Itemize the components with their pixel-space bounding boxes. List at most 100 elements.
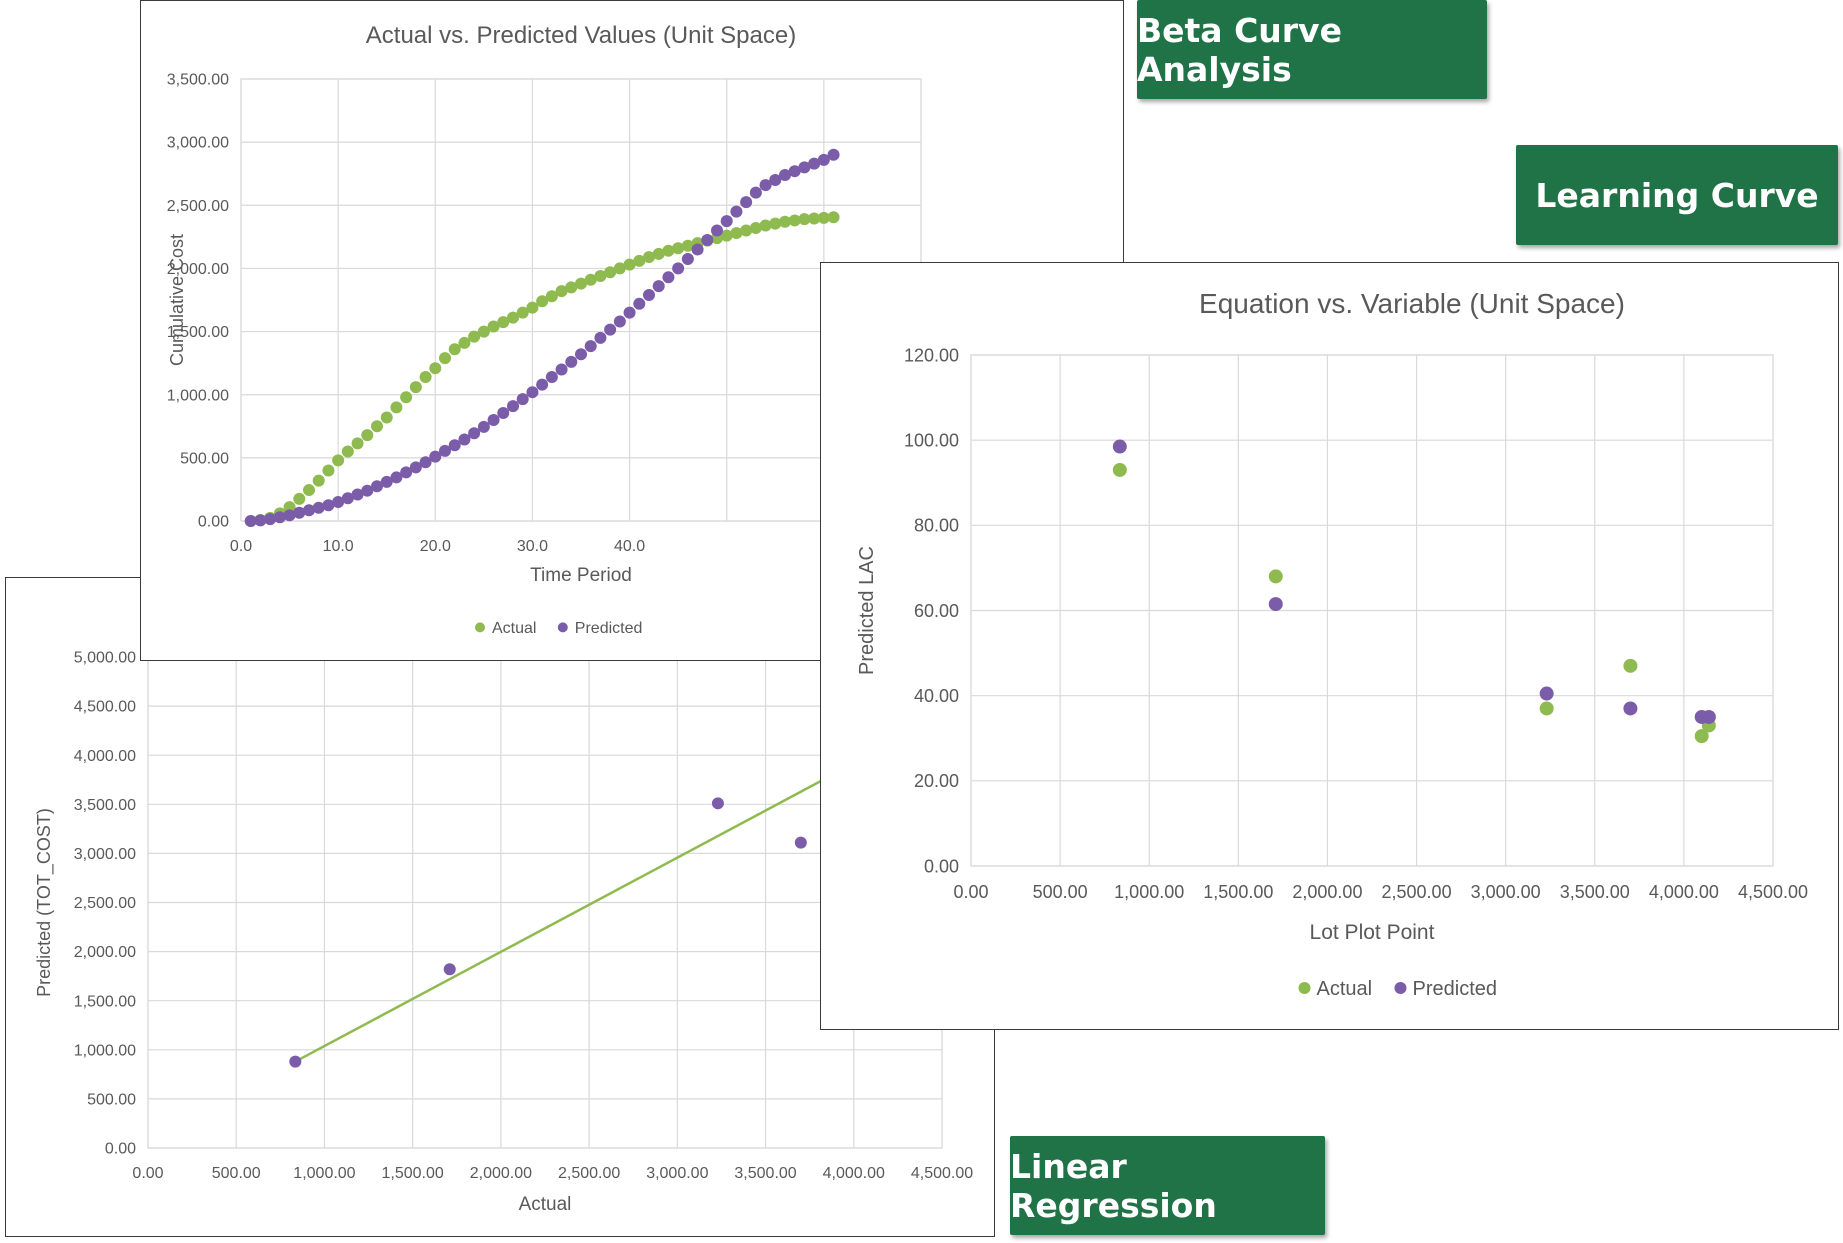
actual-point — [516, 306, 529, 319]
chart-title: Equation vs. Variable (Unit Space) — [1199, 288, 1625, 319]
x-tick-label: 2,000.00 — [470, 1165, 532, 1182]
actual-point — [332, 454, 345, 467]
predicted-point — [332, 496, 345, 509]
predicted-point — [341, 492, 354, 505]
y-tick-label: 1,500.00 — [167, 324, 229, 341]
predicted-point — [468, 427, 481, 440]
predicted-point — [691, 243, 704, 256]
predicted-point — [429, 450, 442, 463]
predicted-point — [254, 514, 267, 527]
y-tick-label: 0.00 — [198, 514, 229, 531]
predicted-point — [788, 165, 801, 178]
predicted-point — [390, 471, 403, 484]
linear-regression-chart: 0.00 500.00 1,000.00 1,500.00 2,000.00 2,500.… — [34, 650, 973, 1215]
x-tick-label: 3,000.00 — [646, 1165, 708, 1182]
beta-curve-analysis-badge[interactable]: Beta Curve Analysis — [1137, 0, 1487, 99]
legend-predicted-marker — [1394, 982, 1407, 994]
actual-point — [740, 224, 753, 237]
predicted-point — [584, 340, 597, 353]
predicted-point — [720, 215, 733, 228]
x-tick-label: 1,500.00 — [1203, 882, 1273, 902]
actual-point — [293, 492, 306, 505]
x-tick-label: 20.0 — [420, 538, 451, 555]
x-tick-label: 10.0 — [323, 538, 354, 555]
predicted-point — [477, 420, 490, 433]
actual-point — [652, 247, 665, 260]
y-tick-label: 2,000.00 — [74, 944, 136, 961]
actual-point — [662, 244, 675, 257]
predicted-point — [711, 797, 724, 810]
y-tick-label: 0.00 — [105, 1141, 136, 1158]
predicted-point — [351, 488, 364, 501]
actual-point — [322, 464, 335, 477]
predicted-point — [400, 466, 413, 479]
predicted-point — [536, 378, 549, 391]
x-tick-label: 500.00 — [212, 1165, 261, 1182]
actual-point — [643, 251, 655, 264]
y-tick-label: 20.00 — [914, 771, 959, 791]
predicted-point — [322, 499, 335, 512]
x-tick-label: 4,000.00 — [1649, 882, 1719, 902]
predicted-point — [769, 174, 782, 187]
x-tick-label: 0.00 — [132, 1165, 163, 1182]
y-tick-label: 4,500.00 — [74, 699, 136, 716]
predicted-point — [380, 475, 393, 488]
y-axis-title: Predicted (TOT_COST) — [34, 808, 55, 997]
predicted-point — [409, 461, 422, 474]
predicted-point — [1623, 701, 1638, 716]
actual-point — [283, 501, 296, 514]
learning-curve-chart: 0.00 20.00 40.00 60.00 80.00 100.00 120.00 0.00… — [856, 288, 1808, 1000]
x-tick-label: 40.0 — [614, 538, 645, 555]
predicted-point — [613, 315, 626, 328]
y-tick-label: 2,500.00 — [167, 198, 229, 215]
predicted-point — [273, 511, 286, 524]
y-tick-label: 3,500.00 — [74, 797, 136, 814]
actual-point — [817, 211, 830, 224]
predicted-point — [672, 262, 685, 275]
predicted-point — [439, 444, 451, 457]
actual-point — [594, 270, 607, 283]
x-tick-label: 2,500.00 — [558, 1165, 620, 1182]
x-tick-label: 1,000.00 — [1114, 882, 1184, 902]
y-tick-label: 40.00 — [914, 686, 959, 706]
predicted-point — [594, 331, 607, 344]
actual-point — [312, 474, 325, 487]
beta-curve-chart: 0.00 500.00 1,000.00 1,500.00 2,000.00 2,500.… — [167, 22, 922, 637]
legend-predicted-label: Predicted — [575, 620, 643, 637]
predicted-point — [604, 323, 617, 336]
y-tick-label: 120.00 — [904, 345, 959, 365]
x-tick-label: 1,000.00 — [293, 1165, 355, 1182]
y-tick-label: 60.00 — [914, 601, 959, 621]
predicted-point — [458, 433, 471, 446]
actual-point — [448, 343, 461, 356]
predicted-point — [798, 161, 811, 174]
legend-predicted-label: Predicted — [1413, 978, 1498, 1000]
y-tick-label: 3,000.00 — [74, 846, 136, 863]
predicted-point — [526, 386, 539, 399]
actual-point — [409, 381, 422, 394]
y-tick-label: 100.00 — [904, 430, 959, 450]
predicted-point — [371, 480, 383, 493]
actual-point — [827, 211, 840, 224]
x-tick-label: 3,000.00 — [1471, 882, 1541, 902]
x-tick-label: 1,500.00 — [382, 1165, 444, 1182]
predicted-point — [652, 280, 665, 293]
y-tick-label: 80.00 — [914, 516, 959, 536]
predicted-point — [730, 205, 743, 218]
legend-predicted-marker — [557, 622, 568, 633]
actual-point — [497, 316, 510, 329]
predicted-point — [681, 252, 694, 265]
learning-curve-badge[interactable]: Learning Curve — [1516, 145, 1838, 245]
predicted-point — [419, 456, 432, 469]
predicted-point — [516, 393, 529, 406]
actual-point — [749, 222, 762, 235]
predicted-point — [779, 168, 791, 181]
x-tick-label: 2,500.00 — [1382, 882, 1452, 902]
actual-point — [720, 229, 733, 242]
predicted-point — [817, 153, 830, 166]
learning-curve-chart-panel: 0.00 20.00 40.00 60.00 80.00 100.00 120.00 0.00… — [820, 262, 1839, 1030]
linear-regression-badge[interactable]: Linear Regression — [1010, 1136, 1325, 1235]
predicted-point — [283, 509, 296, 522]
actual-point — [623, 258, 636, 271]
predicted-point — [1112, 439, 1127, 454]
